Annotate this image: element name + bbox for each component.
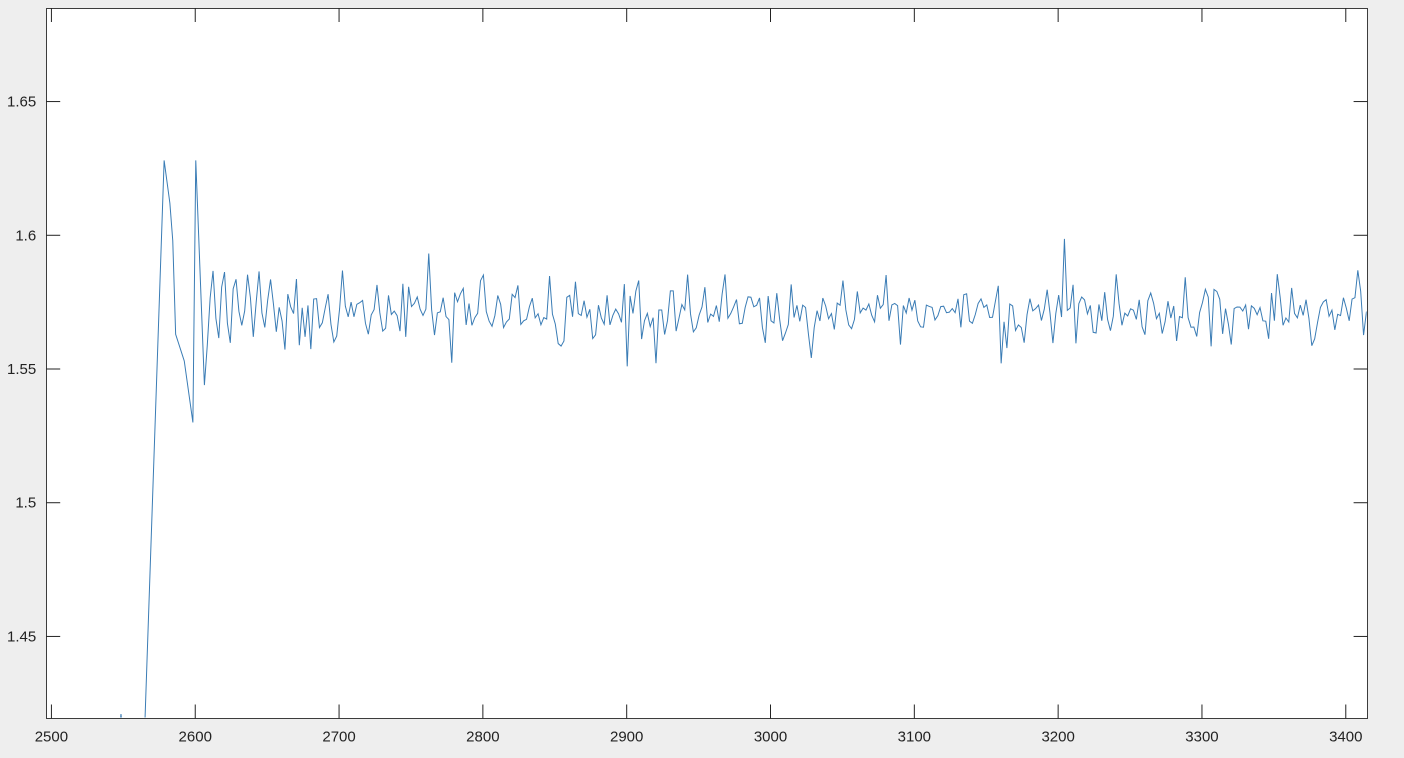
svg-text:3000: 3000	[754, 729, 787, 746]
svg-text:3300: 3300	[1185, 729, 1218, 746]
svg-text:3400: 3400	[1329, 729, 1362, 746]
svg-text:2500: 2500	[35, 729, 68, 746]
svg-text:1.55: 1.55	[7, 361, 36, 378]
svg-text:2900: 2900	[610, 729, 643, 746]
svg-text:3200: 3200	[1041, 729, 1074, 746]
svg-text:1.65: 1.65	[7, 94, 36, 111]
svg-text:2800: 2800	[466, 729, 499, 746]
svg-text:2600: 2600	[179, 729, 212, 746]
svg-text:1.5: 1.5	[15, 495, 36, 512]
svg-text:1.45: 1.45	[7, 628, 36, 645]
svg-text:3100: 3100	[898, 729, 931, 746]
svg-text:2700: 2700	[322, 729, 355, 746]
svg-text:1.6: 1.6	[15, 227, 36, 244]
